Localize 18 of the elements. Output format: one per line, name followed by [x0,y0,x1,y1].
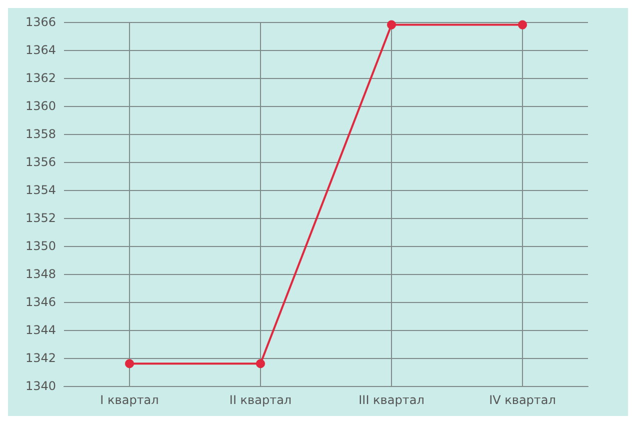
y-tick-label: 1366 [25,15,56,29]
y-tick-label: 1350 [25,239,56,253]
x-tick-label: IV квартал [489,393,556,407]
x-tick-label: II квартал [229,393,292,407]
y-tick-label: 1362 [25,71,56,85]
y-tick-label: 1348 [25,267,56,281]
y-tick-label: 1354 [25,183,56,197]
y-tick-label: 1360 [25,99,56,113]
x-tick-label: III квартал [358,393,424,407]
y-tick-label: 1358 [25,127,56,141]
y-tick-label: 1344 [25,323,56,337]
y-tick-label: 1356 [25,155,56,169]
y-tick-label: 1346 [25,295,56,309]
y-tick-label: 1340 [25,379,56,393]
x-tick-label: I квартал [100,393,159,407]
y-tick-label: 1342 [25,351,56,365]
y-tick-label: 1364 [25,43,56,57]
y-tick-label: 1352 [25,211,56,225]
